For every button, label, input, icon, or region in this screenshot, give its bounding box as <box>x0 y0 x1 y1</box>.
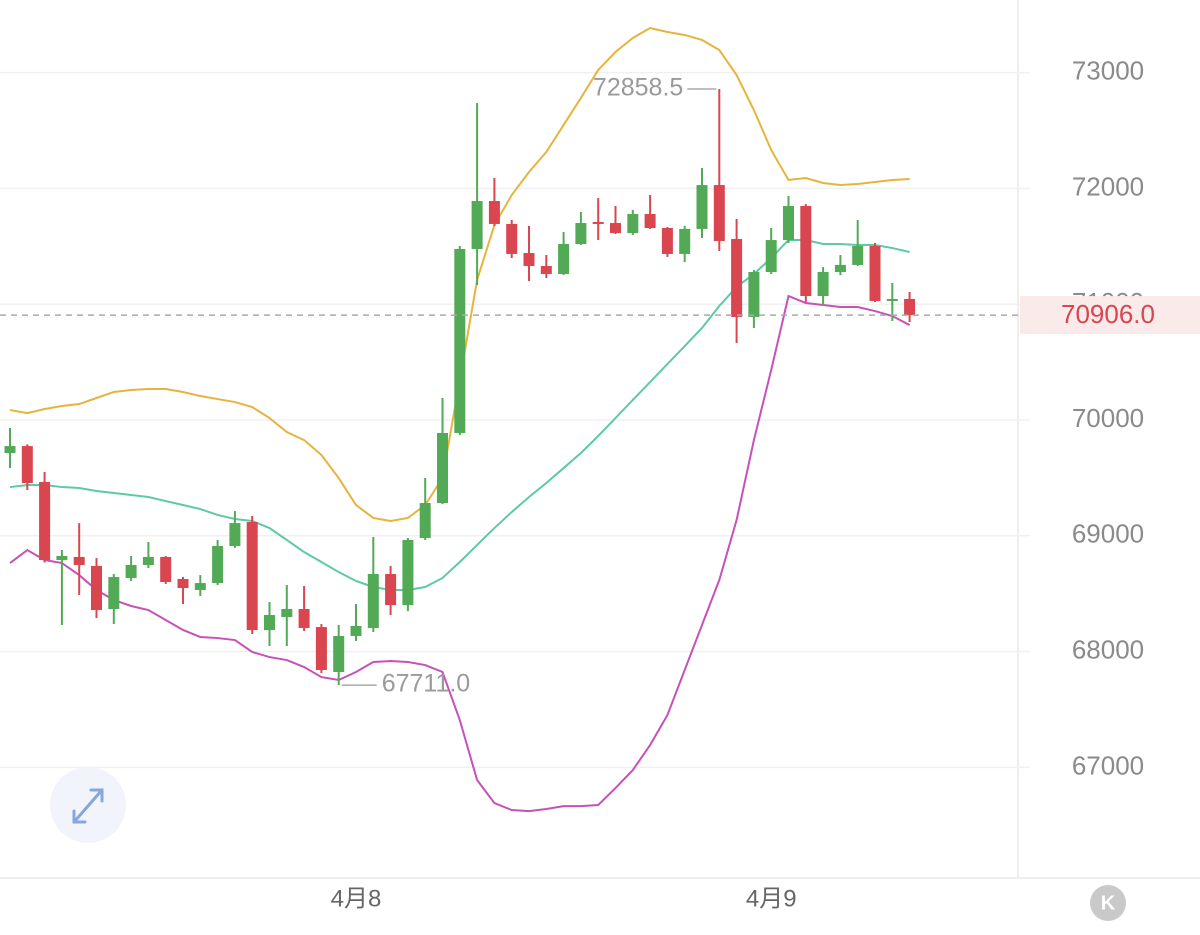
candle-body <box>765 240 777 273</box>
candle-body <box>558 243 570 274</box>
min-label: 67711.0 <box>382 670 471 698</box>
candle-body <box>627 213 639 233</box>
y-tick-label: 67000 <box>1072 750 1144 780</box>
candle-body <box>194 583 206 591</box>
candle-body <box>385 574 397 606</box>
candle-body <box>315 627 327 671</box>
x-tick-label: 4月8 <box>331 885 382 912</box>
max-label: 72858.5 <box>593 74 683 102</box>
candle-body <box>402 539 414 606</box>
candle-body <box>661 228 673 254</box>
last-price-tag <box>1020 296 1200 335</box>
candle-body <box>91 565 102 611</box>
candle-body <box>575 223 587 244</box>
candle-body <box>125 564 137 578</box>
candle-body <box>229 523 241 546</box>
candle-body <box>142 557 154 565</box>
y-tick-label: 72000 <box>1072 171 1144 201</box>
candle-body <box>281 608 293 617</box>
candle-body <box>437 432 448 504</box>
candle-body <box>713 185 725 241</box>
candle-body <box>748 272 760 317</box>
candle-body <box>454 248 466 433</box>
candle-body <box>696 185 708 229</box>
candle-body <box>610 223 621 233</box>
candle-body <box>886 298 898 301</box>
candle-body <box>506 223 518 254</box>
candle-body <box>488 201 500 224</box>
band-line <box>9 239 910 592</box>
candle-body <box>333 635 345 672</box>
candle-body <box>350 626 362 636</box>
candle-body <box>731 239 743 317</box>
candle-body <box>800 206 812 296</box>
candle-body <box>592 221 604 224</box>
k-button[interactable]: K <box>1090 885 1126 921</box>
candle-body <box>246 522 258 631</box>
candle-body <box>419 503 431 539</box>
candle-body <box>177 579 189 589</box>
candle-body <box>56 555 68 561</box>
candle-body <box>540 265 552 274</box>
candle-body <box>783 206 794 241</box>
candle-body <box>852 245 864 265</box>
candle-body <box>523 253 535 266</box>
candle-body <box>73 557 85 565</box>
last-price-label: 70906.0 <box>1061 299 1155 329</box>
plot: 670006800069000700007100072000730004月84月… <box>0 26 1200 912</box>
y-tick-label: 68000 <box>1072 634 1144 664</box>
expand-button[interactable] <box>50 767 126 843</box>
candle-body <box>298 608 310 628</box>
candle-body <box>834 264 846 273</box>
candle-body <box>160 557 172 583</box>
candle-body <box>869 245 881 301</box>
candle-body <box>108 577 120 609</box>
y-tick-label: 69000 <box>1072 519 1144 549</box>
candle-body <box>679 228 691 254</box>
candle-body <box>212 545 224 584</box>
k-button-label[interactable]: K <box>1101 892 1116 914</box>
candle-body <box>39 481 51 561</box>
band-line <box>9 294 911 813</box>
candle-body <box>904 298 916 316</box>
candle-body <box>367 574 379 628</box>
y-tick-label: 70000 <box>1072 403 1144 433</box>
candle-body <box>21 446 33 484</box>
candle-body <box>817 272 829 296</box>
candle-body <box>644 213 656 229</box>
candle-body <box>4 446 16 454</box>
x-tick-label: 4月9 <box>746 885 797 912</box>
candle-body <box>471 201 483 249</box>
y-tick-label: 73000 <box>1072 55 1144 85</box>
candle-body <box>264 615 275 631</box>
